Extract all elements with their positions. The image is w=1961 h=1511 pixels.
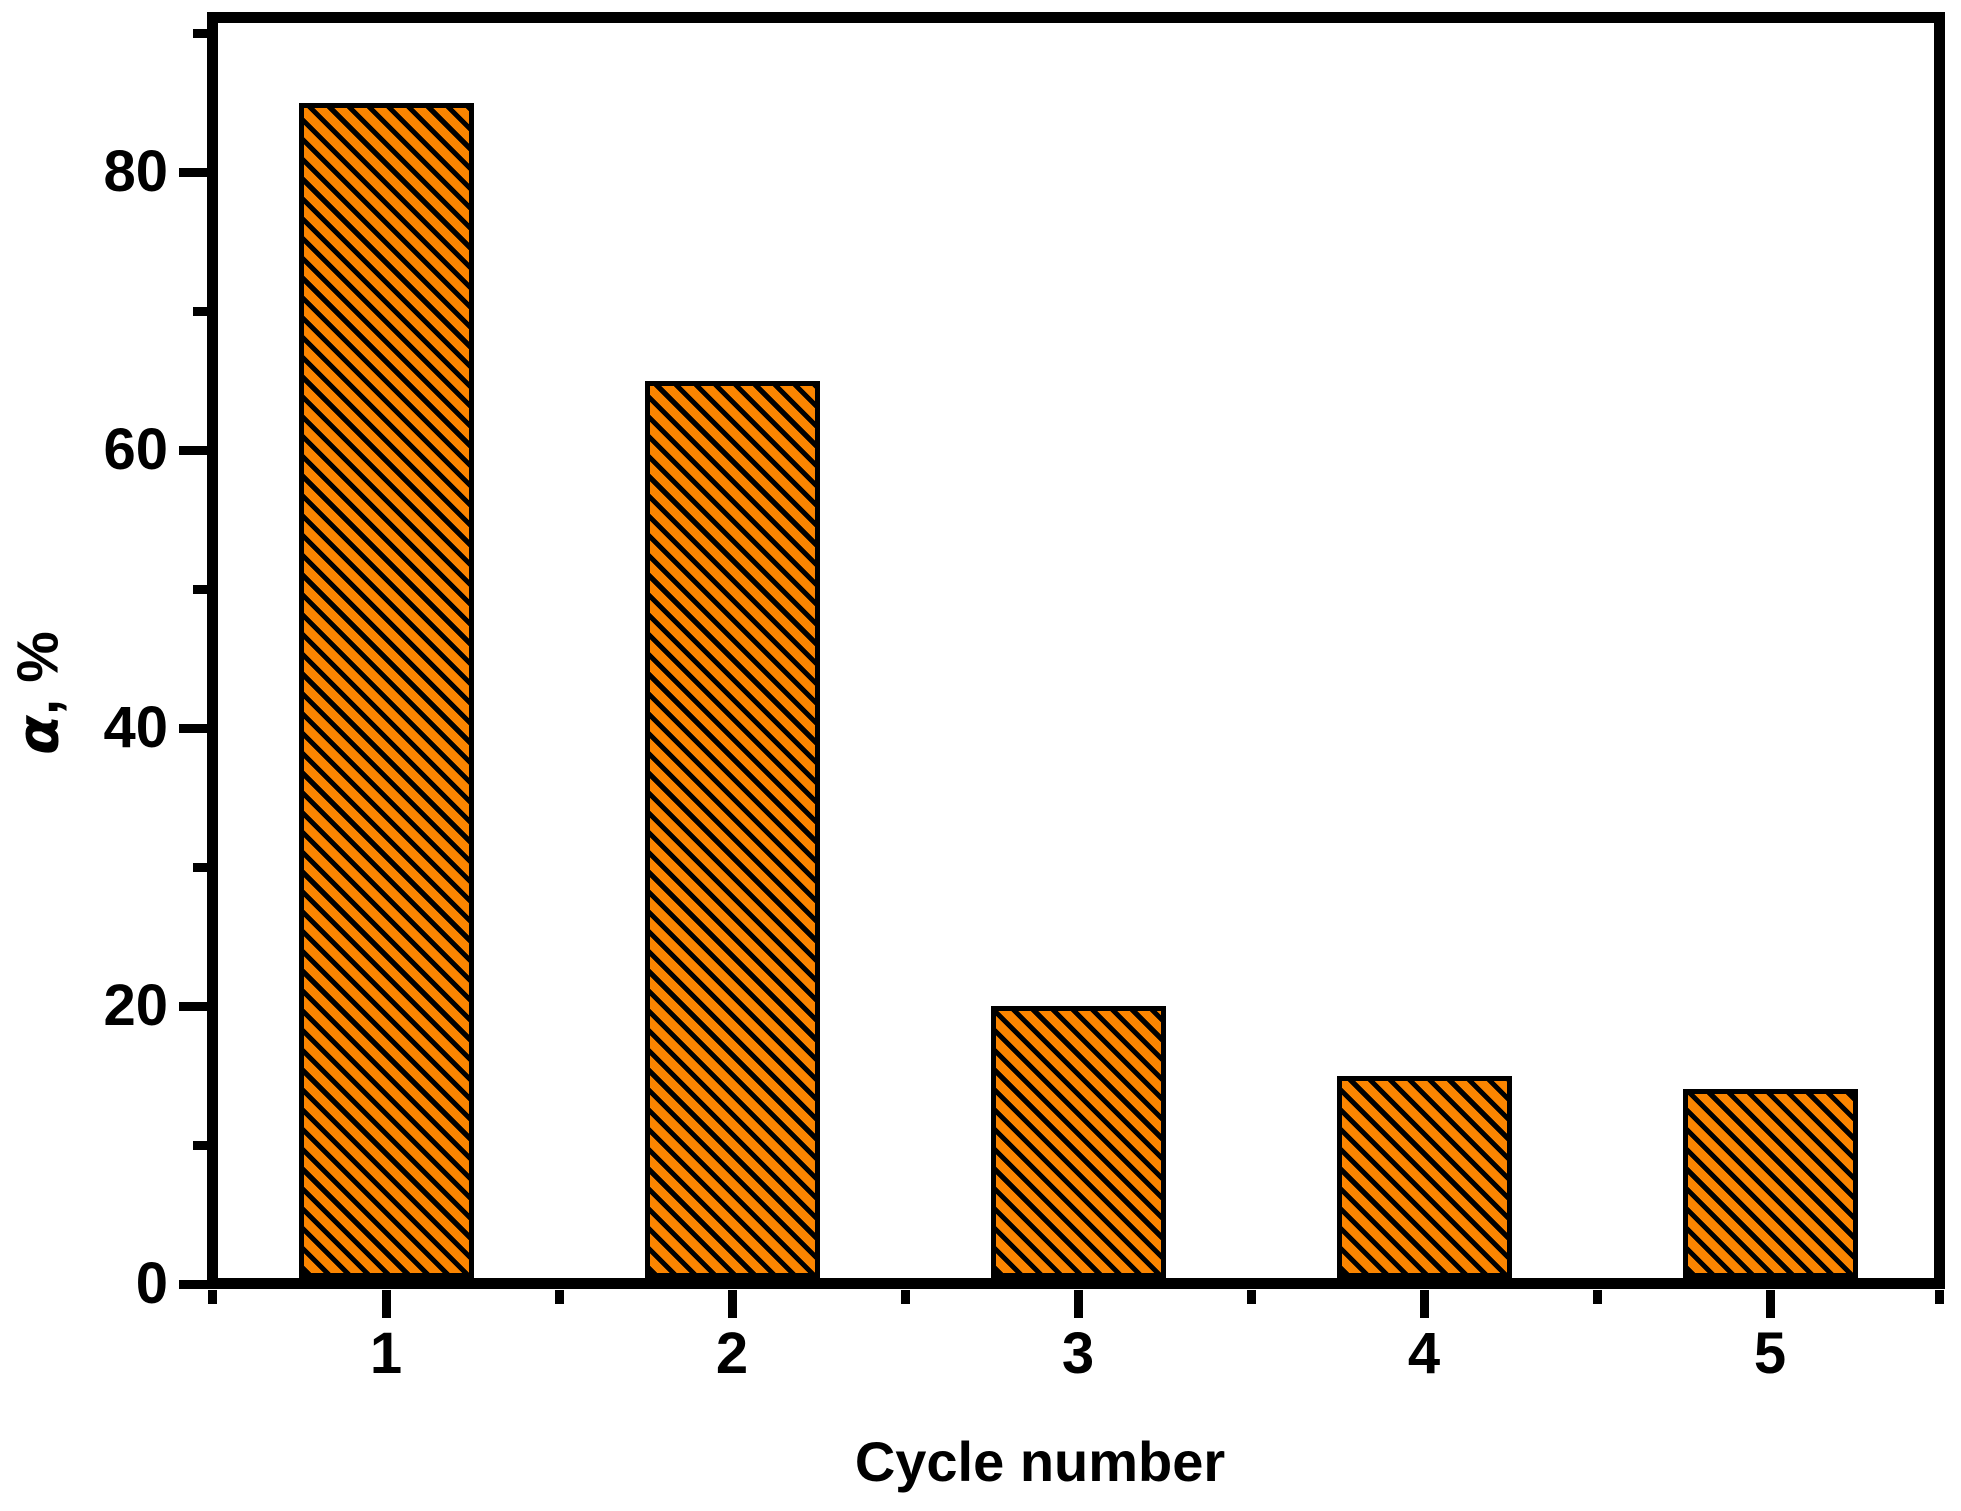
x-axis-major-tick-5 <box>1765 1290 1775 1318</box>
y-axis-minor-tick-70 <box>193 306 207 316</box>
y-axis-minor-tick-90 <box>193 28 207 38</box>
x-axis-minor-tick-2 <box>900 1290 910 1304</box>
x-axis-title: Cycle number <box>854 1430 1226 1493</box>
y-tick-label-0: 0 <box>135 1251 168 1316</box>
y-tick-label-40: 40 <box>103 695 168 760</box>
x-axis-major-tick-2 <box>727 1290 737 1318</box>
plot-area <box>207 12 1945 1289</box>
y-axis-major-tick-60 <box>179 445 207 455</box>
y-axis-major-tick-20 <box>179 1001 207 1011</box>
x-axis-major-tick-4 <box>1419 1290 1429 1318</box>
x-axis-minor-tick-1 <box>554 1290 564 1304</box>
y-axis-major-tick-0 <box>179 1279 207 1289</box>
bar-cycle-2 <box>644 380 820 1278</box>
bar-cycle-3 <box>990 1006 1166 1278</box>
x-axis-minor-tick-3 <box>1246 1290 1256 1304</box>
y-tick-label-20: 20 <box>103 973 168 1038</box>
x-tick-label-2: 2 <box>715 1321 749 1386</box>
x-axis-minor-tick-4 <box>1592 1290 1602 1304</box>
x-tick-label-4: 4 <box>1407 1321 1441 1386</box>
y-axis-major-tick-80 <box>179 167 207 177</box>
x-axis-minor-tick-5 <box>1935 1290 1944 1304</box>
y-axis-minor-tick-10 <box>193 1140 207 1150</box>
y-axis-minor-tick-30 <box>193 862 207 872</box>
y-tick-label-80: 80 <box>103 139 168 204</box>
y-tick-label-60: 60 <box>103 417 168 482</box>
x-tick-label-5: 5 <box>1753 1321 1787 1386</box>
bar-cycle-1 <box>298 102 474 1278</box>
bar-cycle-5 <box>1682 1089 1858 1278</box>
x-axis-minor-tick-0 <box>208 1290 217 1304</box>
x-tick-label-3: 3 <box>1061 1321 1095 1386</box>
x-axis-major-tick-1 <box>381 1290 391 1318</box>
bar-cycle-4 <box>1336 1075 1512 1278</box>
x-axis-major-tick-3 <box>1073 1290 1083 1318</box>
y-axis-major-tick-40 <box>179 723 207 733</box>
x-tick-label-1: 1 <box>369 1321 403 1386</box>
y-axis-minor-tick-50 <box>193 584 207 594</box>
